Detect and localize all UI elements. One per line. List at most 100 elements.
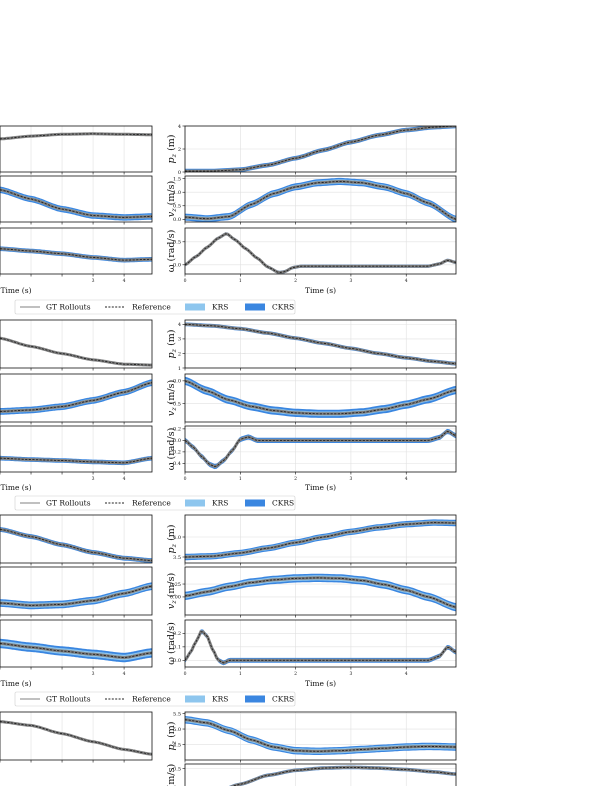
g4-left-r1-gt-rollouts: [0, 720, 152, 756]
g3-right-r3-xtick-label-1: 1: [239, 671, 242, 677]
g4-right-r2-gt-rollouts: [229, 765, 456, 786]
g3-right-r3-xtick-label-3: 3: [349, 671, 352, 677]
g1-left-r2-frame: [0, 175, 153, 223]
g1-right-r3-ylabel: ω (rad/s): [166, 230, 177, 273]
g2-left-r2-plot-area: [0, 374, 152, 422]
g3-right-r1-ytick-label-1: 4.0: [173, 535, 181, 541]
g4-right-r1-reference: [185, 719, 456, 752]
g4-right-r1-plot-area: [185, 712, 456, 760]
g2-right-r3-xtick-label-0: 0: [184, 476, 187, 482]
g3-left-r3-xlabel: Time (s): [0, 679, 31, 688]
legend-label-krs-2: KRS: [212, 499, 228, 508]
g2-right-r3-xtick-label-1: 1: [239, 476, 242, 482]
g3-left-r2-reference: [0, 585, 152, 606]
g2-right-r2-ylabel-unit: (m/s): [166, 380, 177, 408]
g4-left-r1-frame: [0, 711, 153, 761]
g2-right-r2-ylabel: vz (m/s): [166, 380, 178, 416]
g1-right-r3-xtick-label-0: 0: [184, 278, 187, 284]
legend-label-ckrs-3: CKRS: [272, 695, 294, 704]
legend-label-krs-3: KRS: [212, 695, 228, 704]
g3-left-r2-axes: [0, 566, 153, 618]
g1-right-r1-band-ckrs: [185, 126, 456, 172]
legend-group-2: GT Rollouts Reference KRS CKRS: [14, 495, 296, 511]
g2-left-r3-axes: 3 4 Time (s): [0, 425, 153, 492]
g3-right-r3-xtick-label-4: 4: [405, 671, 408, 677]
g1-left-r1-frame: [0, 125, 153, 173]
g4-right-r1-ylabel-sym: p: [166, 744, 177, 750]
g1-right-r1-ylabel: pz (m): [166, 135, 178, 164]
g2-right-r1-gt-rollouts: [185, 322, 456, 366]
g2-right-r3-ylabel: ω (rad/s): [166, 428, 177, 471]
g3-right-r2-reference: [185, 577, 456, 608]
g1-right-r1-ylabel-sym: p: [166, 157, 177, 163]
g2-right-r1-ylabel: pz (m): [166, 330, 178, 359]
g1-left-r3-reference: [0, 248, 152, 261]
g3-left-r3-axes: 3 4 Time (s): [0, 619, 153, 688]
g1-right-r2-ytick-label-1: 0.5: [173, 204, 181, 210]
g1-left-r1-reference: [0, 133, 152, 140]
g3-right-r2-ylabel-sym: v: [166, 603, 177, 609]
g1-right-r2-reference: [185, 180, 456, 220]
g3-right-r1-ytick-label-0: 3.5: [173, 555, 181, 561]
g2-left-r3-xtick-label-3: 3: [92, 476, 95, 482]
g2-left-r2-frame: [0, 373, 153, 423]
g2-left-r1-gt-rollouts: [0, 336, 152, 367]
g2-right-r1-ytick-label-2: 3: [178, 337, 181, 343]
g3-right-r2-ylabel-sub: z: [170, 600, 178, 605]
g3-left-r1-reference: [0, 528, 152, 562]
g1-right-r2-axes: 0.00.51.01.5vz (m/s): [166, 175, 457, 225]
g3-left-r3-frame: [0, 619, 153, 668]
g2-right-r2-ylabel-sub: z: [170, 407, 178, 412]
g3-right-r3-ytick-label-0: 0.0: [173, 658, 181, 664]
g2-right-r3-plot-area: [185, 426, 456, 472]
g3-right-r3-xlabel: Time (s): [305, 679, 336, 688]
g1-right-r3-xtick-label-3: 3: [349, 278, 352, 284]
g1-left-r3-xtick-label-4: 4: [123, 278, 126, 284]
g2-left-r1-frame: [0, 319, 153, 369]
g2-left-r3-xlabel: Time (s): [0, 483, 31, 492]
g1-left-r2-reference: [0, 189, 152, 218]
g3-right-r2-frame: [184, 566, 457, 616]
g3-left-r3-plot-area: [0, 620, 152, 667]
g4-left-r1-plot-area: [0, 712, 152, 760]
g1-right-r3-xtick-label-2: 2: [294, 278, 297, 284]
g2-left-r1-band-krs: [0, 337, 152, 366]
g3-left-r3-xtick-label-4: 4: [123, 671, 126, 677]
g2-right-r3-xlabel: Time (s): [305, 483, 336, 492]
g2-right-r3-ytick-label-2: 0.0: [173, 438, 181, 444]
g1-right-r3-xtick-label-4: 4: [405, 278, 408, 284]
g2-right-r3-axes: −0.4 −0.2 0.0 0.2ω (rad/s) 0 1 2 3 4 Time (s): [166, 425, 457, 492]
g3-right-r1-ylabel-sub: z: [170, 543, 178, 548]
g4-right-r1-axes: 4.5 5.0 5.5 pz (m): [166, 711, 457, 763]
g2-right-r3-ytick-label-3: 0.2: [173, 427, 181, 433]
g4-right-r1-band-ckrs: [185, 716, 456, 755]
legend-label-gt-3: GT Rollouts: [46, 695, 91, 704]
g3-right-r3-ytick-label-2: 0.2: [173, 631, 181, 637]
legend-swatch-ckrs-2: [245, 499, 265, 507]
g3-left-r1-plot-area: [0, 515, 152, 563]
legend-label-ref-1: Reference: [132, 303, 171, 312]
g4-right-r2-ylabel-unit: (m/s): [166, 764, 177, 786]
g2-right-r3-xtick-label-2: 2: [294, 476, 297, 482]
legend-group-3: GT Rollouts Reference KRS CKRS: [14, 691, 296, 707]
g4-right-r2-ylabel: vz (m/s): [166, 764, 178, 786]
g1-left-r2-axes: [0, 175, 153, 225]
g1-right-r1-ylabel-sub: z: [170, 153, 178, 158]
g2-right-r1-frame: [184, 319, 457, 369]
g2-right-r1-plot-area: [185, 320, 456, 368]
g1-left-r3-frame: [0, 227, 153, 275]
g2-right-r1-ylabel-sym: p: [166, 352, 177, 358]
g1-right-r3-ytick-label-1: 0.5: [173, 240, 181, 246]
g3-right-r3-axes: 0.0 0.1 0.2ω (rad/s) 0 1 2 3 4 Time (s): [166, 619, 457, 688]
legend-box-2: [14, 495, 296, 511]
g2-right-r1-ytick-label-1: 2: [178, 351, 181, 357]
g4-right-r1-ytick-label-1: 5.0: [173, 727, 181, 733]
g1-right-r3-axes: 0.0 0.5ω (rad/s) 0 1 2 3 4 Time (s): [166, 227, 457, 295]
g2-right-r1-reference: [185, 323, 456, 365]
g1-right-r3-gt-rollouts: [185, 232, 456, 274]
g1-left-r3-xtick-label-3: 3: [92, 278, 95, 284]
